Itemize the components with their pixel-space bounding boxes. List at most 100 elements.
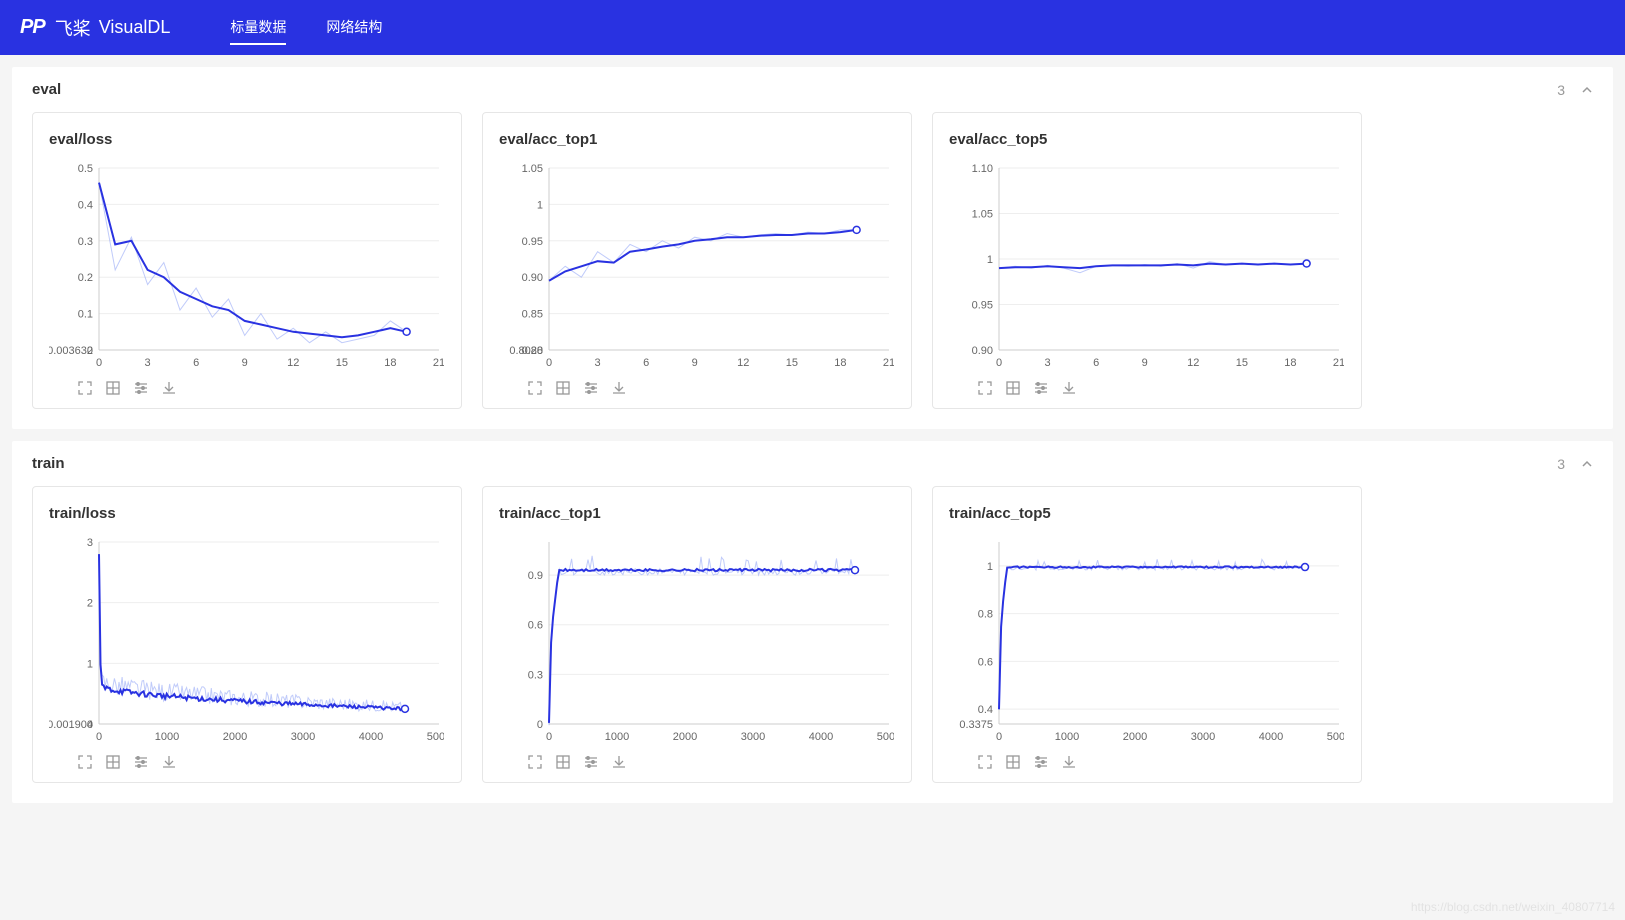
svg-text:0: 0	[96, 357, 102, 369]
svg-text:4000: 4000	[359, 731, 383, 743]
svg-text:9: 9	[1142, 357, 1148, 369]
navbar: PP 飞桨 VisualDL 标量数据网络结构	[0, 0, 1625, 55]
svg-text:0: 0	[546, 357, 552, 369]
svg-text:1: 1	[537, 199, 543, 211]
download-icon[interactable]	[1061, 380, 1077, 396]
settings-icon[interactable]	[1033, 754, 1049, 770]
svg-text:3: 3	[87, 537, 93, 549]
charts-row: train/loss 01230.00190401000200030004000…	[12, 486, 1613, 803]
svg-text:0.3: 0.3	[78, 236, 93, 248]
svg-text:2000: 2000	[1123, 731, 1147, 743]
restore-icon[interactable]	[105, 380, 121, 396]
restore-icon[interactable]	[1005, 380, 1021, 396]
restore-icon[interactable]	[555, 754, 571, 770]
charts-row: eval/loss 00.10.20.30.40.50.003632036912…	[12, 112, 1613, 429]
chevron-up-icon[interactable]	[1581, 84, 1593, 96]
settings-icon[interactable]	[1033, 380, 1049, 396]
section-count: 3	[1557, 456, 1565, 472]
settings-icon[interactable]	[133, 754, 149, 770]
svg-text:1.05: 1.05	[972, 209, 993, 221]
chart-title: train/acc_top5	[949, 505, 1345, 522]
download-icon[interactable]	[1061, 754, 1077, 770]
svg-text:5000: 5000	[877, 731, 894, 743]
maximize-icon[interactable]	[977, 380, 993, 396]
svg-text:0.3: 0.3	[528, 669, 543, 681]
svg-text:21: 21	[433, 357, 444, 369]
svg-text:0.6: 0.6	[528, 620, 543, 632]
settings-icon[interactable]	[583, 754, 599, 770]
section-count: 3	[1557, 82, 1565, 98]
chart-svg: 00.30.60.9010002000300040005000	[499, 534, 894, 744]
maximize-icon[interactable]	[77, 380, 93, 396]
svg-text:2: 2	[87, 598, 93, 610]
nav-tab-0[interactable]: 标量数据	[230, 11, 286, 45]
chart-toolbar	[49, 754, 445, 770]
nav-tab-1[interactable]: 网络结构	[326, 11, 382, 45]
download-icon[interactable]	[611, 380, 627, 396]
section-train: train 3 train/loss 01230.001904010002000…	[12, 441, 1613, 803]
chevron-up-icon[interactable]	[1581, 458, 1593, 470]
section-eval: eval 3 eval/loss 00.10.20.30.40.50.00363…	[12, 67, 1613, 429]
chart-svg: 0.800.850.900.9511.050.8028036912151821	[499, 160, 894, 370]
svg-text:0.5: 0.5	[78, 163, 93, 175]
maximize-icon[interactable]	[77, 754, 93, 770]
chart-card: eval/loss 00.10.20.30.40.50.003632036912…	[32, 112, 462, 409]
chart-card: train/loss 01230.00190401000200030004000…	[32, 486, 462, 783]
svg-text:0.003632: 0.003632	[49, 345, 93, 357]
svg-text:12: 12	[287, 357, 299, 369]
restore-icon[interactable]	[105, 754, 121, 770]
svg-text:3: 3	[145, 357, 151, 369]
chart-title: eval/acc_top5	[949, 131, 1345, 148]
svg-text:3: 3	[1045, 357, 1051, 369]
section-header[interactable]: train 3	[12, 441, 1613, 486]
chart-toolbar	[949, 380, 1345, 396]
svg-text:1.05: 1.05	[522, 163, 543, 175]
maximize-icon[interactable]	[977, 754, 993, 770]
svg-text:2000: 2000	[223, 731, 247, 743]
download-icon[interactable]	[611, 754, 627, 770]
svg-text:1: 1	[87, 658, 93, 670]
logo-cn: 飞桨	[55, 15, 91, 41]
chart-toolbar	[499, 380, 895, 396]
download-icon[interactable]	[161, 754, 177, 770]
svg-text:0: 0	[546, 731, 552, 743]
svg-text:1000: 1000	[605, 731, 629, 743]
svg-text:1: 1	[987, 254, 993, 266]
svg-text:0.95: 0.95	[972, 300, 993, 312]
svg-text:4000: 4000	[1259, 731, 1283, 743]
svg-text:12: 12	[737, 357, 749, 369]
chart-title: eval/loss	[49, 131, 445, 148]
svg-text:0.3375: 0.3375	[959, 719, 993, 731]
svg-text:0.95: 0.95	[522, 236, 543, 248]
maximize-icon[interactable]	[527, 380, 543, 396]
download-icon[interactable]	[161, 380, 177, 396]
logo-product: VisualDL	[99, 17, 171, 38]
svg-text:5000: 5000	[1327, 731, 1344, 743]
svg-text:1: 1	[987, 561, 993, 573]
section-header[interactable]: eval 3	[12, 67, 1613, 112]
chart-card: eval/acc_top5 0.900.9511.051.10036912151…	[932, 112, 1362, 409]
svg-text:15: 15	[786, 357, 798, 369]
restore-icon[interactable]	[1005, 754, 1021, 770]
restore-icon[interactable]	[555, 380, 571, 396]
svg-text:21: 21	[1333, 357, 1344, 369]
svg-text:3000: 3000	[291, 731, 315, 743]
settings-icon[interactable]	[133, 380, 149, 396]
maximize-icon[interactable]	[527, 754, 543, 770]
svg-text:15: 15	[1236, 357, 1248, 369]
svg-text:0: 0	[96, 731, 102, 743]
chart-title: train/loss	[49, 505, 445, 522]
svg-text:0.001904: 0.001904	[49, 719, 93, 731]
svg-text:3: 3	[595, 357, 601, 369]
chart-title: train/acc_top1	[499, 505, 895, 522]
svg-text:3000: 3000	[741, 731, 765, 743]
settings-icon[interactable]	[583, 380, 599, 396]
svg-text:0.4: 0.4	[78, 199, 93, 211]
svg-text:6: 6	[193, 357, 199, 369]
svg-text:0.8: 0.8	[978, 609, 993, 621]
svg-text:6: 6	[643, 357, 649, 369]
svg-text:4000: 4000	[809, 731, 833, 743]
svg-text:12: 12	[1187, 357, 1199, 369]
chart-svg: 0.40.60.810.3375010002000300040005000	[949, 534, 1344, 744]
chart-toolbar	[499, 754, 895, 770]
